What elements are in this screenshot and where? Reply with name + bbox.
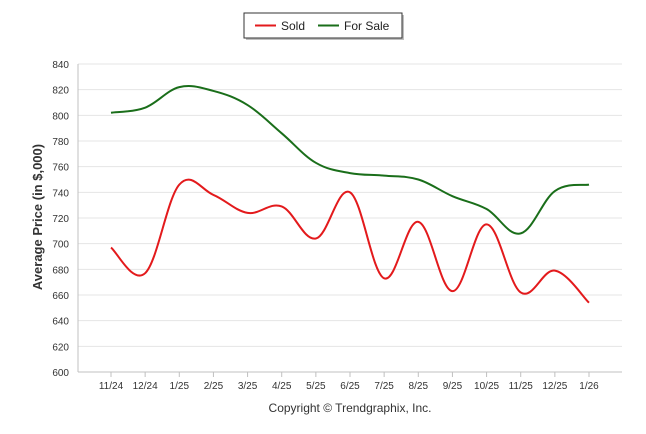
x-tick-label: 11/25 <box>509 381 534 392</box>
x-tick-label: 11/24 <box>99 381 124 392</box>
x-axis: 11/24 12/24 1/25 2/25 3/25 4/25 5/25 6/25 7/25 8/… <box>99 372 599 392</box>
y-tick-label: 700 <box>52 240 69 251</box>
legend[interactable]: Sold For Sale <box>243 12 404 40</box>
copyright-text: Copyright © Trendgraphix, Inc. <box>269 401 432 415</box>
series-line-for-sale[interactable] <box>110 84 590 235</box>
x-tick-label: 3/25 <box>238 381 258 392</box>
legend-label-for-sale: For Sale <box>344 19 390 33</box>
x-tick-label: 10/25 <box>474 381 499 392</box>
grid-lines <box>77 63 622 373</box>
y-tick-label: 720 <box>52 214 69 225</box>
x-tick-label: 7/25 <box>374 381 394 392</box>
y-axis: 600 620 640 660 680 700 720 740 760 780 800 820 840 <box>52 60 69 379</box>
y-tick-label: 740 <box>52 188 69 199</box>
series-lines <box>110 84 590 304</box>
x-tick-label: 6/25 <box>340 381 360 392</box>
y-tick-label: 760 <box>52 163 69 174</box>
x-tick-label: 1/25 <box>170 381 190 392</box>
legend-label-sold: Sold <box>281 19 305 33</box>
x-tick-label: 8/25 <box>409 381 429 392</box>
y-tick-label: 780 <box>52 137 69 148</box>
y-tick-label: 640 <box>52 317 69 328</box>
x-tick-label: 12/25 <box>542 381 567 392</box>
y-tick-label: 660 <box>52 291 69 302</box>
x-tick-label: 2/25 <box>204 381 224 392</box>
x-tick-label: 5/25 <box>306 381 326 392</box>
y-axis-title: Average Price (in $,000) <box>30 144 45 290</box>
y-tick-label: 680 <box>52 265 69 276</box>
series-line-sold[interactable] <box>110 178 590 304</box>
x-tick-label: 4/25 <box>272 381 292 392</box>
x-tick-label: 9/25 <box>443 381 463 392</box>
x-tick-label: 1/26 <box>579 381 599 392</box>
y-tick-label: 800 <box>52 111 69 122</box>
y-tick-label: 840 <box>52 60 69 71</box>
y-tick-label: 620 <box>52 342 69 353</box>
x-tick-label: 12/24 <box>133 381 158 392</box>
y-tick-label: 600 <box>52 368 69 379</box>
y-tick-label: 820 <box>52 86 69 97</box>
